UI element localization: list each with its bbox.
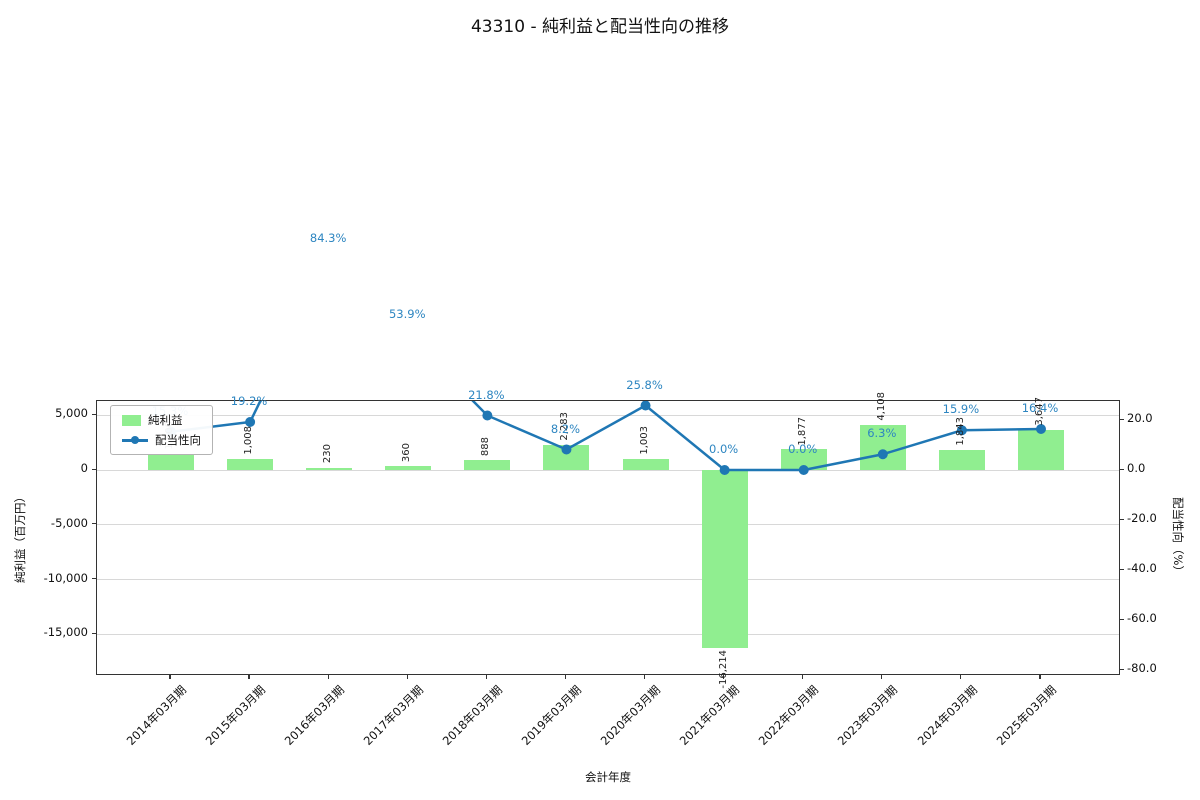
x-tick-mark — [723, 675, 725, 679]
payout-percent-label: 25.8% — [626, 377, 663, 392]
net-income-bar — [701, 470, 748, 648]
left-tick-label: 5,000 — [55, 406, 88, 421]
right-tick-label: -80.0 — [1127, 661, 1157, 675]
x-tick-label-text: 2021年03月期 — [676, 682, 743, 749]
gridline — [97, 469, 1119, 471]
x-tick-mark — [1039, 675, 1041, 679]
legend-item-net-income: 純利益 — [122, 412, 201, 428]
x-tick-label-text: 2023年03月期 — [835, 682, 901, 749]
payout-marker — [482, 410, 493, 421]
x-tick-mark — [406, 675, 408, 679]
left-tick-label: -10,000 — [43, 570, 88, 585]
right-tick-mark — [1120, 418, 1124, 420]
left-tick-label: -15,000 — [43, 625, 88, 640]
payout-marker — [245, 417, 256, 427]
x-tick-mark — [881, 675, 883, 679]
line-legend-icon — [122, 435, 148, 446]
x-tick-label-text: 2022年03月期 — [755, 682, 822, 749]
payout-percent-label: 84.3% — [309, 231, 347, 246]
left-tick-label: 0 — [80, 461, 88, 476]
x-tick-mark — [643, 675, 646, 679]
net-income-bar — [1018, 430, 1064, 471]
gridline — [97, 414, 1119, 416]
right-tick-mark — [1120, 568, 1124, 570]
payout-line — [170, 401, 1042, 472]
legend-item-payout-ratio: 配当性向 — [122, 432, 201, 448]
payout-marker — [798, 465, 809, 475]
net-income-bar — [622, 459, 669, 471]
net-income-bar — [148, 453, 194, 470]
chart-title: 43310 - 純利益と配当性向の推移 — [470, 17, 730, 37]
payout-marker — [956, 425, 967, 436]
right-tick-mark — [1120, 618, 1124, 620]
left-y-axis-title: 純利益（百万円） — [13, 491, 27, 583]
right-tick-label: 0.0 — [1127, 461, 1146, 475]
payout-marker — [877, 449, 888, 460]
x-tick-mark — [169, 675, 171, 679]
x-tick-label-text: 2016年03月期 — [281, 682, 347, 749]
net-income-bar — [938, 449, 985, 471]
net-income-bar — [780, 449, 827, 471]
plot-area — [96, 400, 1120, 675]
x-tick-label-text: 2024年03月期 — [914, 682, 980, 749]
net-income-bar — [306, 467, 353, 471]
x-tick-mark — [248, 675, 250, 679]
net-income-bar — [385, 466, 432, 471]
net-income-bar — [859, 425, 906, 471]
legend-label-net-income: 純利益 — [148, 413, 183, 427]
net-income-bar — [227, 458, 274, 470]
line-legend-marker-icon — [131, 436, 139, 444]
payout-marker — [561, 444, 572, 455]
x-axis-title: 会計年度 — [585, 770, 631, 784]
right-y-axis-title: 配当性向（%） — [1171, 497, 1185, 577]
gridline — [97, 633, 1119, 635]
x-tick-label-text: 2018年03月期 — [439, 682, 505, 749]
right-tick-mark — [1120, 468, 1124, 470]
x-tick-mark — [327, 675, 329, 679]
line-layer — [97, 401, 1119, 674]
right-tick-label: -60.0 — [1127, 611, 1157, 625]
right-tick-mark — [1120, 668, 1124, 670]
x-tick-label-text: 2020年03月期 — [597, 682, 664, 749]
right-tick-label: 20.0 — [1127, 411, 1153, 425]
x-tick-mark — [564, 675, 567, 679]
x-tick-mark — [802, 675, 804, 679]
x-tick-mark — [485, 675, 487, 679]
x-tick-label-text: 2019年03月期 — [518, 682, 585, 749]
gridline — [97, 524, 1119, 526]
x-tick-label-text: 2015年03月期 — [202, 682, 268, 749]
legend: 純利益 配当性向 — [110, 405, 213, 455]
legend-label-payout-ratio: 配当性向 — [155, 433, 201, 447]
right-tick-mark — [1120, 518, 1124, 520]
net-income-bar — [464, 460, 511, 470]
bar-legend-swatch-icon — [122, 414, 141, 426]
payout-marker — [640, 401, 651, 411]
x-tick-label-text: 2025年03月期 — [993, 682, 1059, 749]
x-tick-mark — [960, 675, 962, 679]
payout-percent-label: 53.9% — [388, 307, 426, 322]
x-tick-label-text: 2014年03月期 — [123, 682, 189, 749]
x-tick-label-text: 2017年03月期 — [360, 682, 426, 749]
payout-marker — [1036, 424, 1046, 434]
payout-marker — [719, 465, 730, 475]
gridline — [97, 579, 1119, 581]
left-tick-label: -5,000 — [50, 515, 88, 530]
